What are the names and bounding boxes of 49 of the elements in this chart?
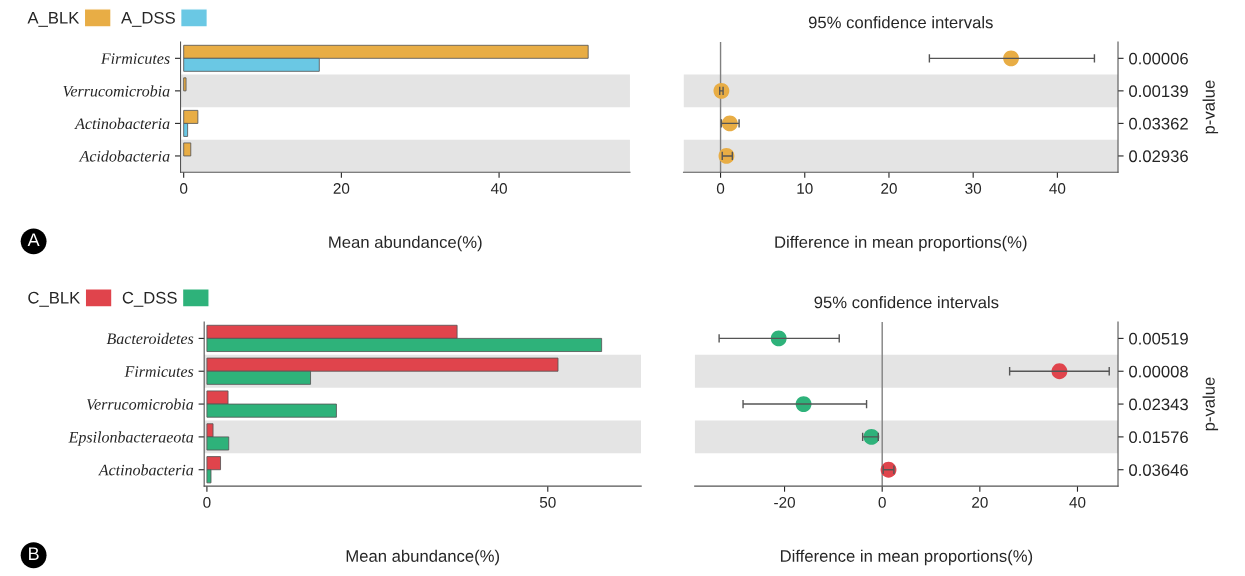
x-tick-label: 0 <box>878 496 886 508</box>
x-tick-label: 0 <box>203 496 211 508</box>
x-tick-label: 40 <box>1069 496 1086 508</box>
y-axis-title: p-value <box>1202 377 1219 431</box>
bar <box>183 142 192 157</box>
text: A <box>27 233 40 247</box>
x-axis-title: Difference in mean proportions(%) <box>780 549 1033 566</box>
y-tick-label: Actinobacteria <box>74 117 170 130</box>
y-tick-label: 0.02936 <box>1129 150 1188 163</box>
x-axis-title: Mean abundance(%) <box>329 235 482 252</box>
y-tick-label: 0.00519 <box>1129 332 1188 345</box>
y-tick-label: 0.00139 <box>1129 85 1188 98</box>
legend-label: C_BLK <box>28 291 81 307</box>
y-tick-label: Actinobacteria <box>97 464 194 476</box>
x-tick-label: 20 <box>881 183 897 194</box>
x-tick-label: 10 <box>797 183 813 194</box>
y-tick-label: 0.02343 <box>1129 398 1188 411</box>
chart-title: 95% confidence intervals <box>808 16 993 29</box>
x-tick-label: 20 <box>972 496 988 508</box>
y-tick-label: Verrucomicrobia <box>63 85 170 97</box>
y-tick-label: Bacteroidetes <box>106 332 194 345</box>
y-tick-label: Firmicutes <box>100 53 170 65</box>
x-axis-title: Mean abundance(%) <box>346 549 500 566</box>
legend-label: A_DSS <box>121 11 175 27</box>
y-tick-label: 0.03646 <box>1129 464 1188 476</box>
x-tick-label: 0 <box>716 183 725 194</box>
x-tick-label: 0 <box>180 183 188 194</box>
y-tick-label: 0.00006 <box>1129 52 1188 65</box>
bar <box>183 77 187 92</box>
y-tick-label: Acidobacteria <box>78 150 170 162</box>
x-tick-label: 20 <box>333 183 350 194</box>
text: B <box>29 547 39 560</box>
x-tick-label: 40 <box>1049 183 1066 194</box>
legend-label: C_DSS <box>122 291 177 307</box>
point <box>1003 50 1019 67</box>
x-tick-label: 50 <box>539 496 556 508</box>
y-axis-title: p-value <box>1202 80 1219 134</box>
chart-title: 95% confidence intervals <box>814 296 999 309</box>
y-tick-label: 0.00008 <box>1129 365 1188 378</box>
y-tick-label: Epsilonbacteraeota <box>68 431 194 446</box>
y-tick-label: Firmicutes <box>124 366 194 377</box>
x-axis-title: Difference in mean proportions(%) <box>775 235 1027 252</box>
x-tick-label: 30 <box>965 183 982 194</box>
x-tick-label: -20 <box>774 496 795 508</box>
legend-label: A_BLK <box>27 12 80 27</box>
y-tick-label: 0.01576 <box>1129 431 1188 444</box>
y-tick-label: Verrucomicrobia <box>86 398 194 410</box>
x-tick-label: 40 <box>490 183 507 194</box>
y-tick-label: 0.03362 <box>1129 117 1188 130</box>
